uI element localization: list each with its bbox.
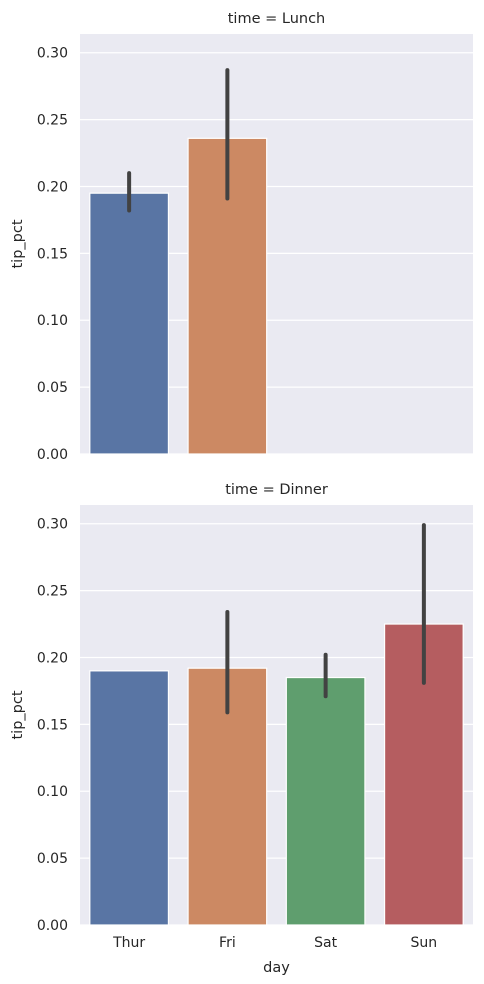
y-tick-label: 0.00 (37, 918, 68, 934)
x-tick-label: Sat (314, 935, 337, 951)
x-tick-label: Thur (112, 935, 145, 951)
x-axis-label: day (263, 960, 290, 976)
y-tick-label: 0.10 (37, 313, 68, 329)
y-axis-label: tip_pct (10, 219, 26, 268)
y-tick-label: 0.05 (37, 851, 68, 867)
y-tick-label: 0.30 (37, 517, 68, 533)
x-tick-label: Fri (219, 935, 236, 951)
bar-sat (285, 676, 366, 926)
y-tick-label: 0.10 (37, 784, 68, 800)
y-tick-label: 0.30 (37, 46, 68, 62)
y-axis-label: tip_pct (10, 690, 26, 739)
y-tick-label: 0.25 (37, 584, 68, 600)
y-tick-label: 0.25 (37, 113, 68, 129)
panel-title: time = Lunch (228, 11, 326, 27)
bar-thur (89, 670, 170, 926)
y-tick-label: 0.20 (37, 179, 68, 195)
y-tick-label: 0.00 (37, 447, 68, 463)
x-tick-label: Sun (411, 935, 438, 951)
bar-thur (89, 192, 170, 455)
y-tick-label: 0.05 (37, 380, 68, 396)
y-tick-label: 0.15 (37, 246, 68, 262)
y-tick-label: 0.20 (37, 650, 68, 666)
y-tick-label: 0.15 (37, 717, 68, 733)
panel-title: time = Dinner (225, 482, 328, 498)
